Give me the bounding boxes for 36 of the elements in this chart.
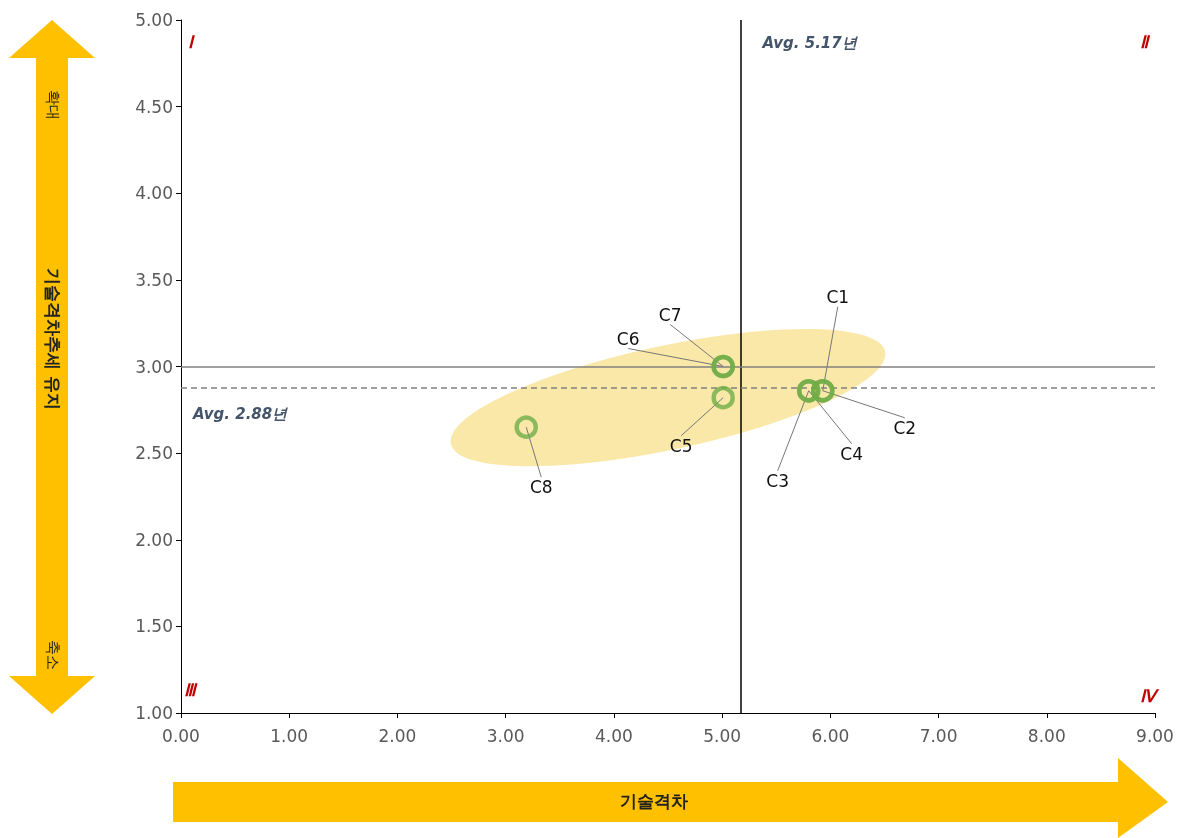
y-tick-label: 4.00 xyxy=(135,183,173,204)
annotation: Ⅱ xyxy=(1140,32,1148,53)
x-tick-label: 6.00 xyxy=(811,725,850,746)
x-axis-title: 기술격차 xyxy=(620,790,688,813)
x-tick-label: 5.00 xyxy=(703,725,742,746)
y-tick-label: 5.00 xyxy=(135,10,173,30)
x-tick-label: 3.00 xyxy=(486,725,525,746)
y-tick-label: 3.00 xyxy=(135,356,173,377)
y-tick-label: 2.00 xyxy=(135,529,173,550)
annotation: C1 xyxy=(826,286,850,307)
y-axis-title: 기술격차추세 유지 xyxy=(42,268,64,410)
annotation: Ⅰ xyxy=(188,32,193,53)
annotation: C6 xyxy=(616,328,640,349)
text: 확대 xyxy=(43,90,62,120)
annotation: C2 xyxy=(893,417,917,438)
annotation: C4 xyxy=(840,443,864,464)
y-tick-label: 4.50 xyxy=(135,96,173,117)
x-tick-label: 4.00 xyxy=(594,725,633,746)
x-tick-label: 2.00 xyxy=(378,725,417,746)
x-tick-label: 1.00 xyxy=(270,725,309,746)
x-tick-label: 0.00 xyxy=(162,725,200,746)
y-tick-label: 3.50 xyxy=(135,269,173,290)
annotation: C3 xyxy=(766,470,790,491)
annotation: C8 xyxy=(529,477,553,498)
text: 축소 xyxy=(43,640,62,670)
annotation: Ⅲ xyxy=(184,680,196,701)
annotation: C7 xyxy=(658,304,682,325)
x-tick-label: 7.00 xyxy=(919,725,958,746)
x-tick-label: 8.00 xyxy=(1027,725,1066,746)
x-tick-label: 9.00 xyxy=(1136,725,1174,746)
ref-line-label: Avg. 2.88년 xyxy=(193,405,288,425)
y-tick-label: 1.50 xyxy=(135,616,173,637)
ref-line-label: Avg. 5.17년 xyxy=(762,34,857,53)
annotation: C5 xyxy=(669,435,693,456)
y-tick-label: 2.50 xyxy=(135,443,173,464)
y-tick-label: 1.00 xyxy=(135,703,173,723)
